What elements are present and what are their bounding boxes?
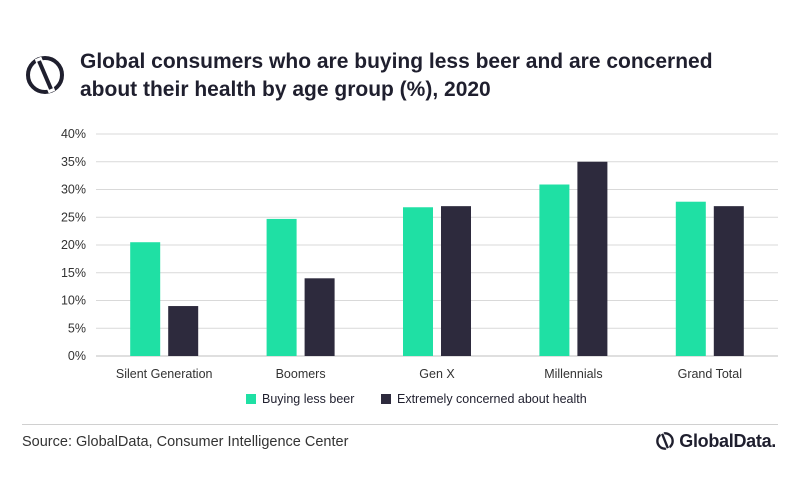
chart-title: Global consumers who are buying less bee… — [80, 50, 713, 101]
bar-chart: 0% 5% 10% 15% 20% 25% 30% 35% 40% Silent Generat… — [61, 127, 778, 381]
legend-swatch-buying-less-beer — [246, 394, 256, 404]
x-tick-label: Gen X — [419, 367, 455, 381]
x-tick-label: Millennials — [544, 367, 602, 381]
bar-buying-less-beer — [675, 201, 706, 356]
y-tick-label: 30% — [61, 183, 86, 197]
bars — [130, 161, 744, 356]
bar-buying-less-beer — [539, 184, 570, 356]
y-tick-label: 15% — [61, 266, 86, 280]
y-tick-label: 0% — [68, 349, 86, 363]
globaldata-logo-icon — [656, 431, 675, 451]
bar-concerned-health — [577, 161, 608, 356]
x-tick-label: Silent Generation — [116, 367, 213, 381]
bar-buying-less-beer — [130, 242, 161, 356]
footer-divider — [22, 424, 778, 425]
legend: Buying less beer Extremely concerned abo… — [0, 392, 800, 412]
y-tick-label: 5% — [68, 321, 86, 335]
y-axis-ticks: 0% 5% 10% 15% 20% 25% 30% 35% 40% — [61, 127, 86, 363]
source-note: Source: GlobalData, Consumer Intelligenc… — [22, 434, 349, 450]
bar-concerned-health — [304, 278, 335, 356]
brand-logo: GlobalData. — [654, 430, 776, 452]
y-tick-label: 35% — [61, 155, 86, 169]
globaldata-logo-icon — [26, 56, 64, 94]
y-tick-label: 40% — [61, 127, 86, 141]
legend-item-buying-less-beer: Buying less beer — [246, 392, 354, 406]
legend-item-concerned-health: Extremely concerned about health — [381, 392, 587, 406]
bar-concerned-health — [713, 206, 744, 356]
bar-concerned-health — [441, 206, 471, 356]
brand-name: GlobalData. — [679, 430, 776, 451]
legend-swatch-concerned-health — [381, 394, 391, 404]
gridlines — [96, 133, 778, 357]
x-axis-ticks: Silent Generation Boomers Gen X Millennials… — [116, 367, 742, 381]
y-tick-label: 20% — [61, 238, 86, 252]
bar-concerned-health — [168, 306, 199, 356]
legend-label: Buying less beer — [262, 392, 355, 406]
x-tick-label: Boomers — [276, 367, 326, 381]
y-tick-label: 10% — [61, 294, 86, 308]
chart-header: Global consumers who are buying less bee… — [22, 44, 782, 114]
bar-buying-less-beer — [266, 218, 297, 356]
legend-label: Extremely concerned about health — [397, 392, 587, 406]
bar-buying-less-beer — [403, 207, 433, 356]
x-tick-label: Grand Total — [678, 367, 742, 381]
y-tick-label: 25% — [61, 210, 86, 224]
